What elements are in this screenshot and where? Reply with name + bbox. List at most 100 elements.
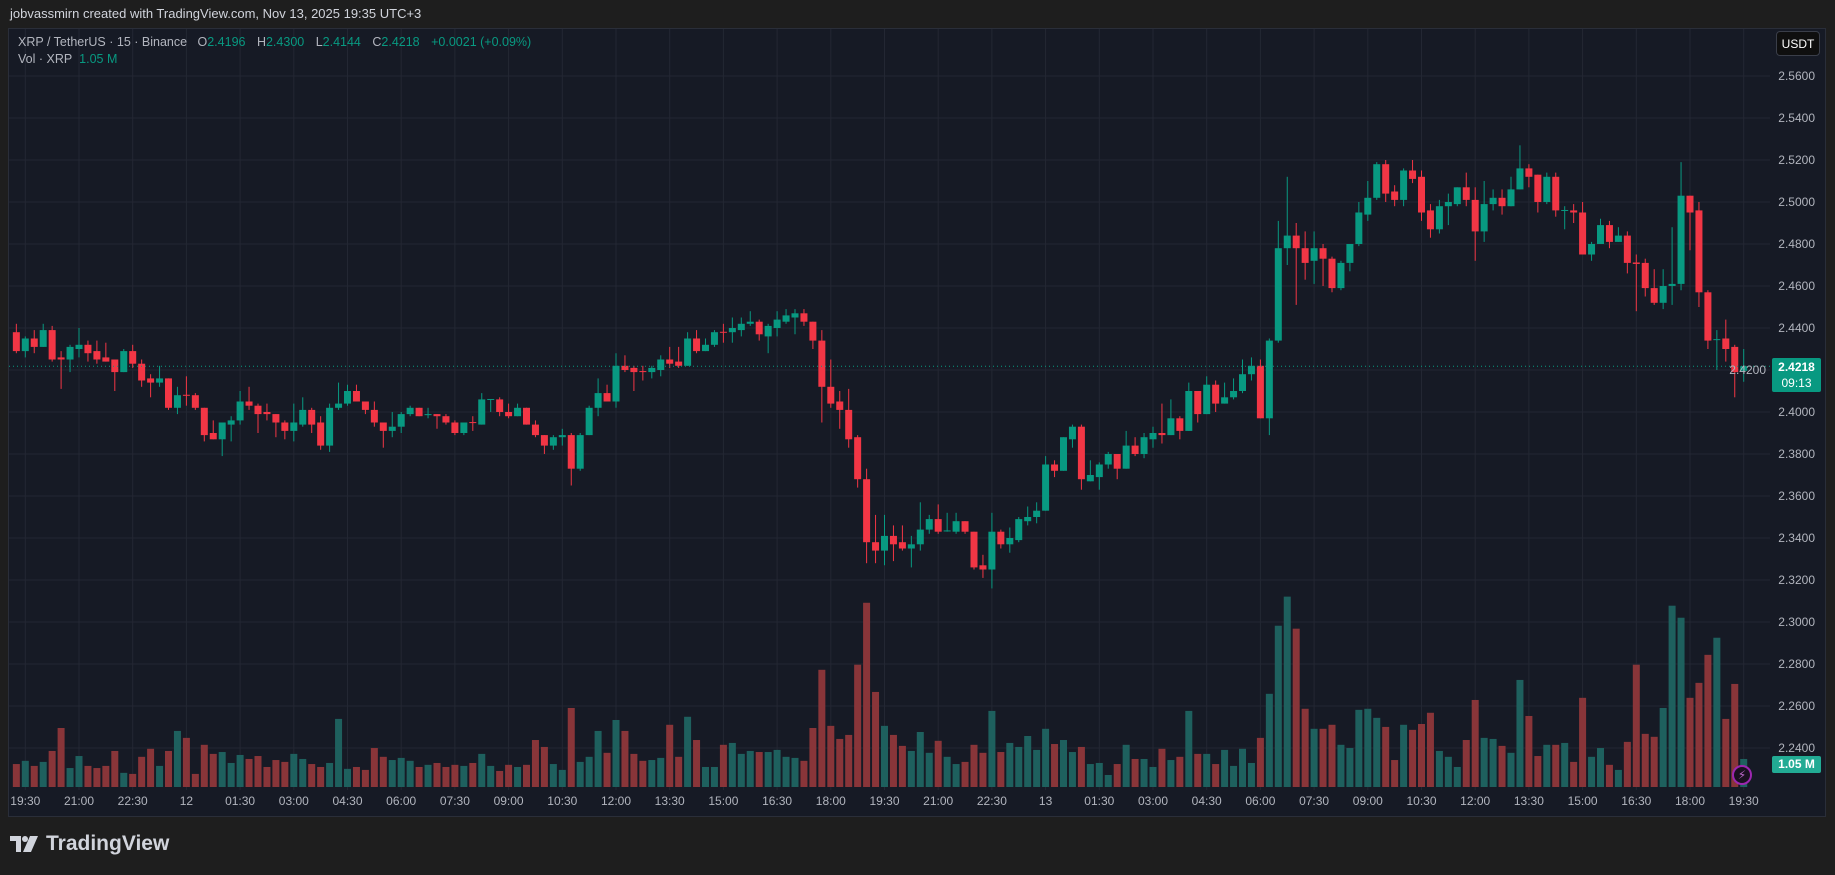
candle-body bbox=[478, 399, 486, 425]
candle-body bbox=[120, 351, 128, 373]
candle-body bbox=[218, 422, 226, 440]
volume-bar bbox=[424, 764, 432, 787]
candle-body bbox=[746, 321, 754, 324]
price-tick-label: 2.2400 bbox=[1778, 741, 1815, 755]
lightning-icon[interactable]: ⚡ bbox=[1732, 765, 1752, 785]
volume-bar bbox=[1382, 726, 1390, 787]
legend-volume-label[interactable]: Vol · XRP bbox=[18, 52, 73, 66]
legend-open: 2.4196 bbox=[207, 35, 246, 49]
volume-bar bbox=[102, 765, 110, 787]
currency-button[interactable]: USDT bbox=[1776, 31, 1820, 56]
volume-bar bbox=[854, 664, 862, 787]
volume-bar bbox=[1480, 737, 1488, 787]
legend-high: 2.4300 bbox=[265, 35, 305, 49]
candle-body bbox=[1534, 174, 1542, 202]
volume-bar bbox=[791, 757, 799, 787]
candle-body bbox=[1471, 199, 1479, 232]
legend-high-label: H bbox=[256, 35, 266, 49]
candle-body bbox=[12, 332, 20, 352]
volume-bar bbox=[442, 766, 450, 787]
volume-bar bbox=[1015, 746, 1023, 787]
time-tick-label: 13:30 bbox=[1514, 794, 1544, 808]
volume-bar bbox=[1024, 736, 1032, 787]
volume-bar bbox=[1301, 708, 1309, 787]
candle-body bbox=[889, 535, 897, 545]
candle-body bbox=[755, 321, 763, 335]
candle-body bbox=[370, 409, 378, 423]
candle-body bbox=[791, 313, 799, 318]
candle-body bbox=[1507, 189, 1515, 207]
volume-bar bbox=[1086, 764, 1094, 787]
volume-bar bbox=[30, 765, 38, 787]
candle-body bbox=[1480, 204, 1488, 232]
volume-bar bbox=[1158, 748, 1166, 787]
volume-bar bbox=[1355, 709, 1363, 787]
candle-body bbox=[200, 407, 208, 436]
candle-body bbox=[719, 331, 727, 333]
candle-body bbox=[970, 531, 978, 568]
candle-body bbox=[898, 542, 906, 549]
candle-body bbox=[764, 325, 772, 337]
candle-body bbox=[344, 391, 351, 404]
volume-bar bbox=[227, 762, 235, 787]
time-tick-label: 16:30 bbox=[1621, 794, 1651, 808]
volume-bar bbox=[460, 765, 468, 787]
candle-body bbox=[406, 407, 414, 415]
candle-body bbox=[1668, 283, 1676, 286]
time-tick-label: 15:00 bbox=[708, 794, 738, 808]
volume-bar bbox=[1292, 628, 1300, 787]
volume-bar bbox=[836, 738, 844, 787]
candle-body bbox=[1328, 258, 1336, 289]
volume-bar bbox=[719, 744, 727, 787]
candle-body bbox=[1561, 209, 1569, 211]
volume-bar bbox=[388, 760, 396, 787]
candle-body bbox=[388, 426, 396, 431]
volume-bar bbox=[433, 762, 441, 787]
candle-body bbox=[245, 401, 253, 406]
volume-bar bbox=[603, 752, 611, 787]
candle-body bbox=[1256, 365, 1264, 419]
volume-bar bbox=[1113, 764, 1121, 787]
time-tick-label: 07:30 bbox=[440, 794, 470, 808]
price-axis: 2.5600 2.5400 2.5200 2.5000 2.4800 2.4600 2.44… bbox=[1729, 69, 1815, 755]
candle-body bbox=[111, 359, 119, 373]
volume-bar bbox=[773, 749, 781, 787]
volume-bar bbox=[630, 753, 638, 787]
time-tick-label: 09:00 bbox=[494, 794, 524, 808]
candle-body bbox=[1230, 391, 1238, 398]
volume-bar bbox=[1095, 762, 1103, 787]
candle-body bbox=[1042, 464, 1050, 511]
volume-bar bbox=[138, 756, 146, 787]
volume-bar bbox=[675, 756, 683, 787]
candle-body bbox=[666, 359, 674, 364]
volume-bar bbox=[1632, 664, 1640, 787]
candle-body bbox=[451, 422, 459, 433]
candle-body bbox=[1453, 187, 1461, 205]
candle-body bbox=[612, 365, 620, 402]
volume-bar bbox=[1561, 742, 1569, 787]
candle-body bbox=[997, 531, 1005, 545]
candle-body bbox=[630, 367, 638, 373]
candle-body bbox=[1310, 248, 1318, 261]
volume-bar bbox=[881, 725, 888, 787]
candle-body bbox=[290, 422, 298, 431]
time-tick-label: 04:30 bbox=[332, 794, 362, 808]
legend-symbol[interactable]: XRP / TetherUS · 15 · Binance bbox=[18, 35, 188, 49]
candle-body bbox=[1301, 248, 1309, 263]
price-tick-label: 2.4800 bbox=[1778, 237, 1815, 251]
price-tick-label: 2.3800 bbox=[1778, 447, 1815, 461]
time-tick-label: 21:00 bbox=[64, 794, 94, 808]
volume-bar bbox=[889, 734, 897, 787]
volume-bar bbox=[272, 760, 280, 787]
candle-body bbox=[1194, 391, 1202, 415]
candle-body bbox=[809, 321, 817, 341]
time-tick-label: 12:00 bbox=[601, 794, 631, 808]
volume-bar bbox=[961, 761, 969, 787]
volume-bar bbox=[1677, 617, 1685, 787]
volume-bar bbox=[335, 718, 343, 787]
candle-body bbox=[361, 401, 369, 410]
volume-bar bbox=[737, 753, 745, 787]
candle-body bbox=[48, 330, 56, 360]
volume-bar bbox=[809, 727, 817, 787]
